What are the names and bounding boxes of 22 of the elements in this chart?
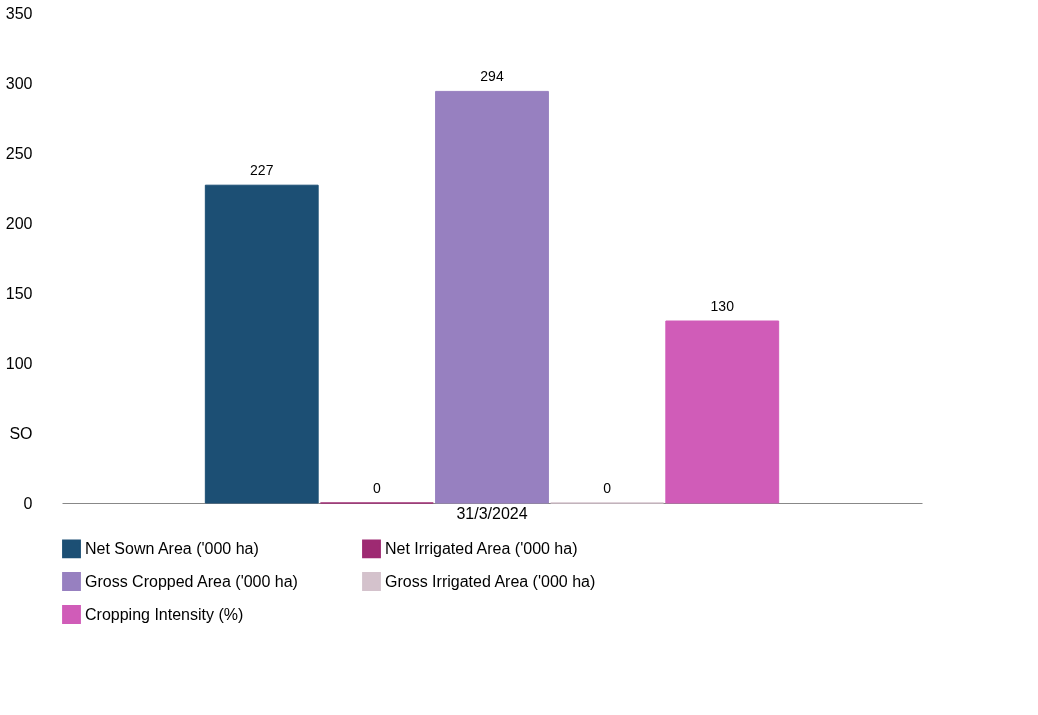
bar	[435, 90, 549, 504]
bar	[665, 320, 780, 504]
y-tick-label: SO	[9, 424, 33, 442]
y-tick-label: 300	[5, 74, 33, 92]
legend-label: Gross Cropped Area ('000 ha)	[85, 572, 298, 590]
y-tick-label: 0	[23, 494, 33, 512]
data-label: 294	[480, 68, 504, 85]
y-tick-label: 150	[5, 284, 33, 302]
bar	[204, 184, 319, 504]
data-label: 130	[710, 298, 735, 314]
x-tick-label: 31/3/2024	[456, 504, 528, 522]
y-tick-label: 200	[5, 214, 33, 232]
y-tick-label: 350	[5, 4, 33, 22]
data-label: 0	[372, 480, 381, 496]
data-label: 0	[603, 480, 612, 496]
y-tick-label: 250	[5, 144, 33, 162]
y-tick-label: 100	[5, 354, 33, 372]
data-label: 227	[250, 162, 274, 179]
legend-label: Cropping Intensity (%)	[85, 605, 244, 623]
legend-label: Net Sown Area ('000 ha)	[85, 539, 259, 557]
legend-label: Gross Irrigated Area ('000 ha)	[385, 572, 596, 590]
legend-label: Net Irrigated Area ('000 ha)	[385, 539, 578, 557]
